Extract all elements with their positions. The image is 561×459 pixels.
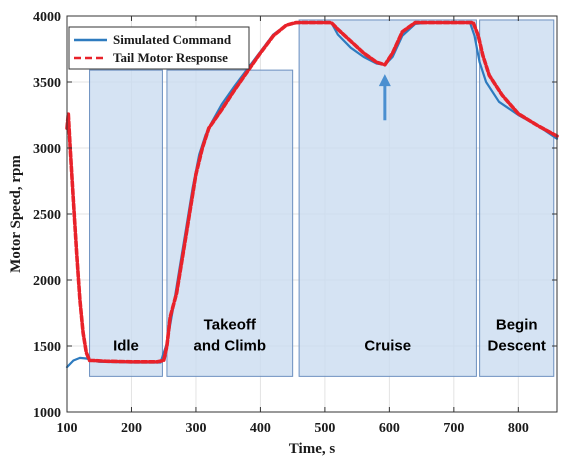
- phase-label-begin-descent-0: Begin: [496, 316, 538, 333]
- y-tick-label-3000: 3000: [33, 142, 61, 157]
- phase-label-takeoff-and-climb-1: and Climb: [194, 337, 267, 354]
- series-lines: [65, 20, 559, 369]
- phase-label-takeoff-and-climb-0: Takeoff: [204, 316, 257, 333]
- y-tick-label-3500: 3500: [33, 76, 61, 91]
- series-line-tail-motor-response: [65, 20, 559, 364]
- legend-box: [68, 26, 250, 70]
- legend: Simulated Command Tail Motor Response: [68, 26, 250, 70]
- y-tick-label-1500: 1500: [33, 340, 61, 355]
- x-tick-label-500: 500: [314, 421, 335, 436]
- x-tick-label-300: 300: [185, 421, 206, 436]
- phase-label-idle-0: Idle: [113, 337, 139, 354]
- annotations: [378, 74, 391, 121]
- annotation-arrow-head-0: [378, 74, 391, 87]
- y-tick-label-2000: 2000: [33, 274, 61, 289]
- x-tick-label-800: 800: [508, 421, 529, 436]
- x-tick-label-200: 200: [121, 421, 142, 436]
- x-tick-label-100: 100: [57, 421, 78, 436]
- legend-label-simulated-command: Simulated Command: [113, 32, 232, 47]
- y-tick-label-4000: 4000: [33, 10, 61, 25]
- axis-ticks: 100 200 300 400 500 600 700 800 1000 1500 2000 2500…: [33, 10, 557, 436]
- phase-label-cruise-0: Cruise: [364, 337, 411, 354]
- x-tick-label-600: 600: [379, 421, 400, 436]
- phase-label-begin-descent-1: Descent: [488, 337, 546, 354]
- phase-region-cruise: [298, 19, 477, 377]
- y-tick-label-2500: 2500: [33, 208, 61, 223]
- x-axis-label: Time, s: [289, 441, 336, 457]
- y-axis-label: Motor Speed, rpm: [8, 155, 24, 273]
- x-tick-label-400: 400: [250, 421, 271, 436]
- x-tick-label-700: 700: [443, 421, 464, 436]
- legend-label-tail-motor-response: Tail Motor Response: [113, 50, 228, 65]
- y-tick-label-1000: 1000: [33, 406, 61, 421]
- phase-region-idle: [89, 69, 163, 377]
